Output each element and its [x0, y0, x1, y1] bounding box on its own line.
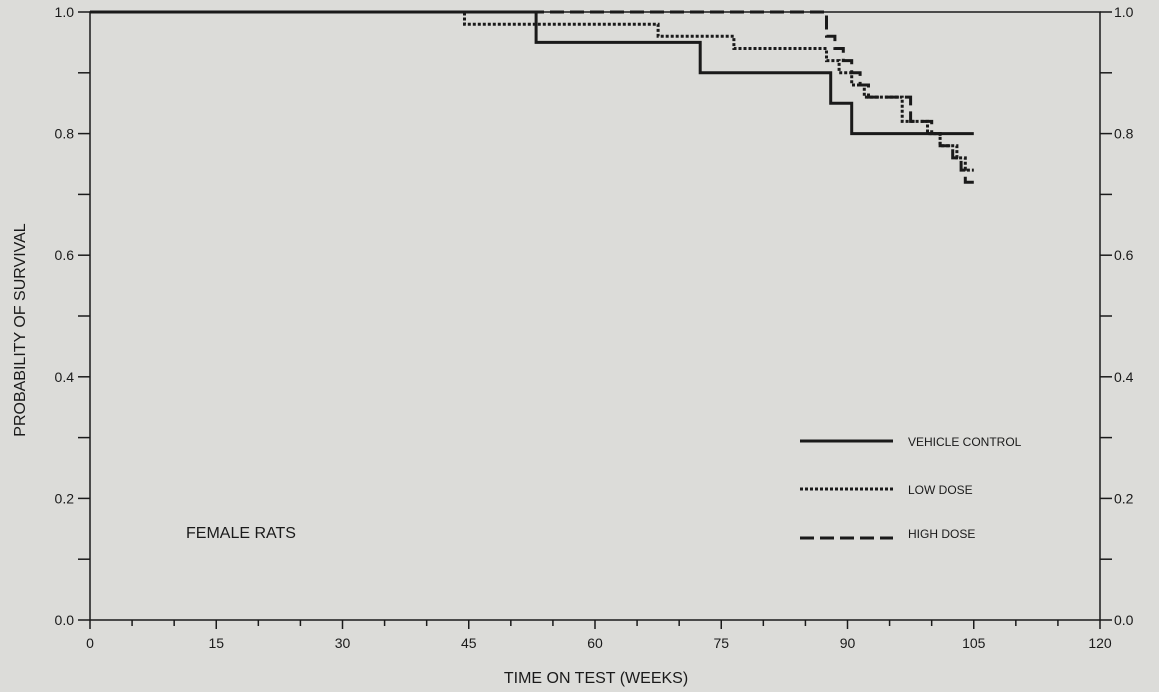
x-tick-label: 15: [208, 635, 224, 651]
series-line-high-dose: [90, 10, 974, 184]
y-tick-label-right: 0.0: [1114, 612, 1134, 628]
legend-label-high-dose: HIGH DOSE: [908, 527, 975, 541]
y-tick-label-right: 0.8: [1114, 126, 1134, 142]
y-tick-label-left: 0.8: [55, 126, 75, 142]
x-tick-label: 105: [962, 635, 986, 651]
x-tick-label: 120: [1088, 635, 1112, 651]
x-tick-label: 30: [335, 635, 351, 651]
y-tick-label-right: 1.0: [1114, 4, 1134, 20]
y-tick-label-left: 1.0: [55, 4, 75, 20]
y-axis-right-ticks: 0.0 0.2 0.4 0.6 0.8 1.0: [1100, 4, 1134, 628]
x-axis-label: TIME ON TEST (WEEKS): [504, 670, 688, 687]
x-tick-label: 0: [86, 635, 94, 651]
x-tick-label: 60: [587, 635, 603, 651]
series-line-vehicle-control: [90, 10, 974, 136]
x-axis-ticks: 0 15 30 45 60 75 90 105 120: [86, 620, 1112, 651]
x-tick-label: 45: [461, 635, 477, 651]
series-line-low-dose: [90, 10, 974, 172]
x-tick-label: 75: [713, 635, 729, 651]
survival-curves: [90, 10, 974, 184]
y-tick-label-right: 0.6: [1114, 247, 1134, 263]
y-tick-label-left: 0.4: [55, 369, 75, 385]
female-rats-annotation: FEMALE RATS: [186, 525, 296, 542]
y-axis-label: PROBABILITY OF SURVIVAL: [12, 223, 29, 437]
x-tick-label: 90: [840, 635, 856, 651]
y-tick-label-right: 0.4: [1114, 369, 1134, 385]
y-axis-left-ticks: 0.0 0.2 0.4 0.6 0.8 1.0: [55, 4, 90, 628]
y-tick-label-left: 0.0: [55, 612, 75, 628]
legend: VEHICLE CONTROL LOW DOSE HIGH DOSE: [800, 435, 1022, 541]
legend-label-vehicle-control: VEHICLE CONTROL: [908, 435, 1022, 449]
y-tick-label-left: 0.2: [55, 490, 75, 506]
y-tick-label-left: 0.6: [55, 247, 75, 263]
legend-label-low-dose: LOW DOSE: [908, 483, 973, 497]
y-tick-label-right: 0.2: [1114, 490, 1134, 506]
